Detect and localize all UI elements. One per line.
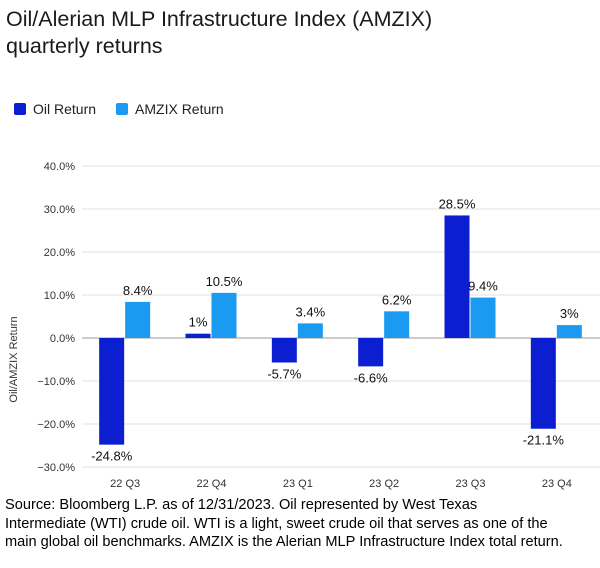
legend-label-oil-return: Oil Return bbox=[33, 101, 97, 117]
gridlines bbox=[82, 165, 600, 468]
source-line-1: Source: Bloomberg L.P. as of 12/31/2023.… bbox=[5, 497, 478, 513]
data-label: 1% bbox=[189, 315, 208, 330]
legend-swatch-oil-return bbox=[14, 103, 26, 115]
chart-title-line-2: quarterly returns bbox=[6, 34, 163, 58]
data-label: 9.4% bbox=[468, 279, 498, 294]
y-tick-label: 10.0% bbox=[44, 290, 75, 302]
x-tick-label: 23 Q2 bbox=[369, 478, 399, 490]
bar bbox=[556, 325, 582, 338]
bar bbox=[470, 297, 496, 338]
bars bbox=[99, 215, 582, 445]
data-label: -5.7% bbox=[267, 367, 301, 382]
y-tick-label: 20.0% bbox=[44, 247, 75, 259]
data-label: 6.2% bbox=[382, 292, 412, 307]
bar bbox=[125, 301, 151, 338]
y-axis-title: Oil/AMZIX Return bbox=[8, 316, 20, 402]
bar bbox=[297, 323, 323, 338]
bar bbox=[99, 338, 125, 445]
source-note: Source: Bloomberg L.P. as of 12/31/2023.… bbox=[5, 496, 600, 552]
bar bbox=[185, 333, 211, 338]
y-tick-label: 40.0% bbox=[44, 161, 75, 173]
data-label: -6.6% bbox=[354, 370, 388, 385]
legend-swatch-amzix-return bbox=[116, 103, 129, 115]
bar bbox=[271, 338, 297, 363]
bar bbox=[384, 311, 410, 338]
data-label: 10.5% bbox=[206, 274, 243, 289]
data-label: 3.4% bbox=[296, 304, 326, 319]
data-label: 28.5% bbox=[439, 196, 476, 211]
y-tick-label: −30.0% bbox=[37, 462, 75, 474]
y-tick-label: −10.0% bbox=[37, 376, 75, 388]
chart-title-line-1: Oil/Alerian MLP Infrastructure Index (AM… bbox=[6, 7, 433, 31]
data-label: 3% bbox=[560, 306, 579, 321]
legend-label-amzix-return: AMZIX Return bbox=[135, 101, 224, 117]
chart-title: Oil/Alerian MLP Infrastructure Index (AM… bbox=[6, 6, 596, 60]
y-tick-label: 30.0% bbox=[44, 204, 75, 216]
x-tick-label: 22 Q4 bbox=[197, 478, 227, 490]
bar bbox=[358, 338, 384, 367]
bar bbox=[211, 292, 237, 338]
bar-chart: −30.0% −20.0% −10.0% 0.0% 10.0% 20.0% 30.0% 40.… bbox=[8, 161, 600, 490]
legend-item-amzix-return: AMZIX Return bbox=[116, 101, 224, 117]
x-tick-label: 23 Q1 bbox=[283, 478, 313, 490]
y-tick-label: −20.0% bbox=[37, 419, 75, 431]
data-label: -24.8% bbox=[91, 449, 133, 464]
data-labels: -24.8% 8.4% 1% 10.5% -5.7% 3.4% -6.6% 6.2% 28.5%… bbox=[91, 196, 579, 463]
x-tick-label: 22 Q3 bbox=[110, 478, 140, 490]
x-tick-label: 23 Q3 bbox=[456, 478, 486, 490]
source-line-3: main global oil benchmarks. AMZIX is the… bbox=[5, 534, 563, 550]
data-label: 8.4% bbox=[123, 283, 153, 298]
chart-legend: Oil Return AMZIX Return bbox=[14, 101, 244, 117]
y-tick-label: 0.0% bbox=[50, 333, 75, 345]
source-line-2: Intermediate (WTI) crude oil. WTI is a l… bbox=[5, 515, 548, 532]
y-axis: −30.0% −20.0% −10.0% 0.0% 10.0% 20.0% 30.0% 40.… bbox=[8, 161, 75, 474]
bar bbox=[444, 215, 470, 338]
data-label: -21.1% bbox=[523, 433, 565, 448]
x-axis: 22 Q3 22 Q4 23 Q1 23 Q2 23 Q3 23 Q4 bbox=[110, 478, 572, 490]
x-tick-label: 23 Q4 bbox=[542, 478, 572, 490]
legend-item-oil-return: Oil Return bbox=[14, 101, 96, 117]
bar bbox=[530, 338, 556, 429]
